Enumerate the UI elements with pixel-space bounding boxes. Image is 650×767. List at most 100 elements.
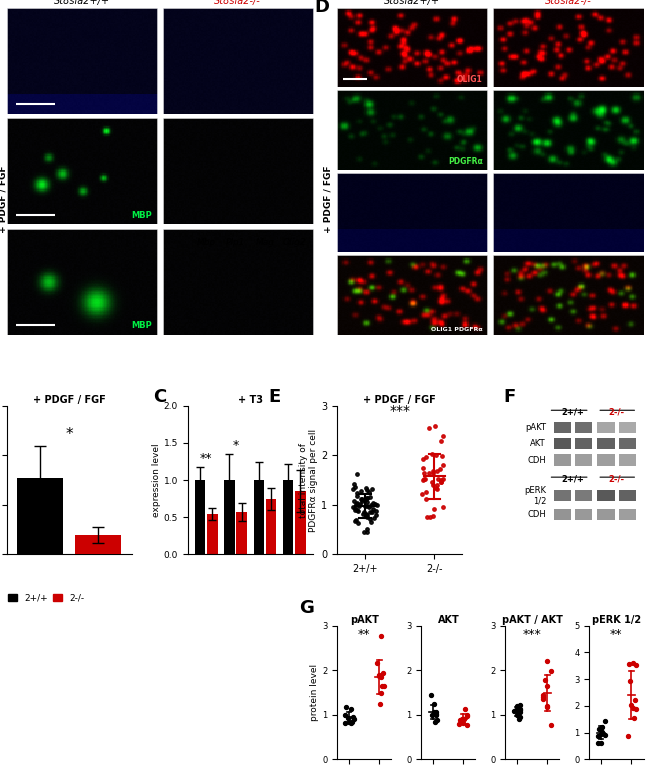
Point — [359, 526, 369, 538]
Bar — [254, 480, 264, 555]
Text: + PDGF / FGF: + PDGF / FGF — [0, 166, 8, 233]
Point — [438, 430, 448, 443]
Point — [438, 459, 448, 471]
Point — [358, 506, 369, 518]
Bar — [554, 509, 571, 520]
Point — [430, 706, 440, 719]
Point — [361, 484, 372, 496]
Text: *: * — [65, 427, 73, 443]
Text: AKT: AKT — [530, 439, 546, 448]
Point — [366, 499, 376, 512]
Text: OLIG1 PDGFRα: OLIG1 PDGFRα — [431, 327, 483, 331]
Text: ***: *** — [389, 403, 410, 418]
Point — [362, 522, 372, 535]
Point — [419, 472, 430, 485]
Point — [462, 719, 472, 731]
Point — [378, 667, 388, 679]
Title: St8sia2-/-: St8sia2-/- — [214, 0, 261, 5]
Point — [515, 706, 525, 719]
Bar — [619, 438, 636, 449]
Point — [429, 503, 439, 515]
Point — [629, 702, 639, 714]
Point — [597, 726, 607, 738]
Text: 2+/+: 2+/+ — [562, 474, 584, 483]
Point — [426, 689, 437, 701]
Point — [538, 693, 549, 705]
Point — [438, 501, 448, 513]
Title: pERK 1/2: pERK 1/2 — [592, 615, 641, 625]
Point — [595, 722, 606, 734]
Point — [360, 500, 370, 512]
Point — [361, 512, 372, 524]
Text: D: D — [315, 0, 330, 16]
Bar — [619, 509, 636, 520]
Bar — [17, 478, 63, 555]
Point — [350, 515, 361, 527]
Point — [369, 512, 380, 524]
Text: 2-/-: 2-/- — [608, 474, 625, 483]
Text: ***: *** — [523, 627, 541, 640]
Point — [346, 703, 357, 715]
Point — [358, 508, 369, 520]
Bar — [283, 480, 293, 555]
Bar — [619, 422, 636, 433]
Text: Mbp: Mbp — [196, 239, 216, 247]
Point — [346, 716, 357, 728]
Point — [369, 498, 380, 510]
Point — [623, 730, 633, 742]
Point — [421, 451, 432, 463]
Point — [365, 506, 376, 518]
Point — [361, 508, 371, 520]
Point — [354, 500, 364, 512]
Point — [426, 709, 437, 721]
Point — [366, 516, 376, 528]
Bar — [597, 455, 615, 466]
Title: + T3: + T3 — [238, 395, 263, 405]
Bar — [619, 490, 636, 502]
Title: AKT: AKT — [437, 615, 460, 625]
Point — [540, 674, 550, 686]
Point — [428, 510, 439, 522]
Point — [428, 465, 439, 477]
Point — [457, 713, 467, 726]
Point — [348, 713, 359, 725]
Point — [514, 699, 525, 711]
Point — [370, 509, 381, 521]
Point — [365, 492, 376, 504]
Point — [340, 709, 350, 721]
Point — [376, 630, 386, 643]
Point — [421, 486, 432, 499]
Point — [350, 481, 360, 493]
Point — [436, 435, 446, 447]
Title: St8sia2+/+: St8sia2+/+ — [53, 0, 110, 5]
Point — [361, 482, 371, 494]
Bar — [575, 438, 592, 449]
Point — [363, 486, 374, 498]
Point — [427, 476, 437, 489]
Point — [348, 711, 359, 723]
Point — [630, 659, 641, 671]
Point — [436, 474, 447, 486]
Point — [432, 465, 443, 477]
Point — [431, 482, 441, 494]
Title: + PDGF / FGF: + PDGF / FGF — [32, 395, 105, 405]
Point — [344, 716, 354, 728]
Point — [351, 498, 361, 510]
Text: MBP: MBP — [131, 321, 152, 331]
Point — [355, 498, 365, 510]
Point — [459, 713, 469, 725]
Point — [348, 478, 359, 490]
Text: *: * — [233, 439, 239, 452]
Bar — [207, 514, 218, 555]
Point — [362, 525, 372, 538]
Point — [436, 449, 447, 462]
Point — [348, 502, 359, 514]
Point — [374, 670, 384, 683]
Bar — [295, 492, 306, 555]
Bar — [266, 499, 276, 555]
Y-axis label: total intensity of
PDGFRα signal per cell: total intensity of PDGFRα signal per cel… — [299, 429, 318, 532]
Point — [341, 701, 352, 713]
Point — [353, 517, 363, 529]
Point — [361, 495, 372, 508]
Text: **: ** — [610, 627, 623, 640]
